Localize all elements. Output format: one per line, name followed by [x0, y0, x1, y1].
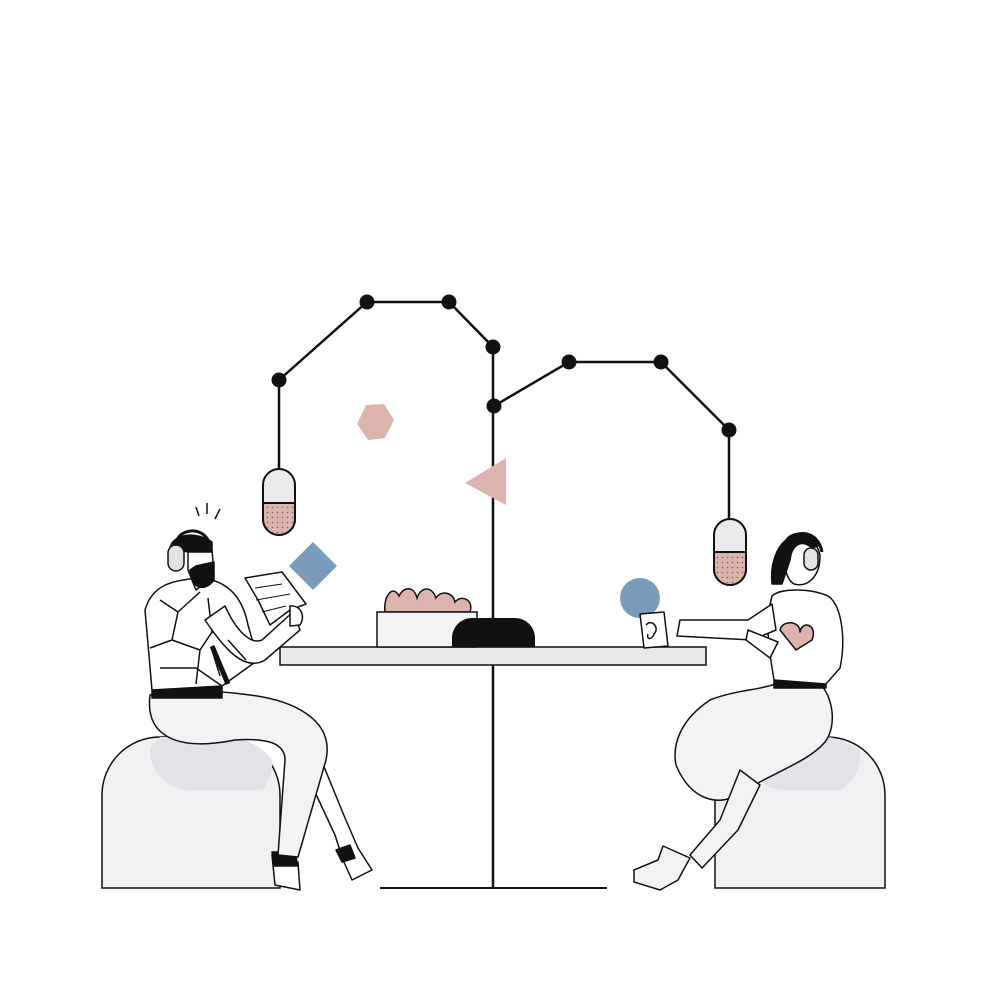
- boom-arm-joints-left: [271, 294, 501, 388]
- right-microphone-icon: [713, 518, 747, 586]
- diamond-shape: [289, 542, 337, 590]
- left-mic-boom-arm: [277, 300, 495, 888]
- table: [279, 646, 707, 666]
- man-character: [144, 503, 373, 891]
- left-microphone-icon: [262, 468, 296, 536]
- left-seat: [101, 736, 281, 889]
- right-mic-boom-arm: [493, 360, 731, 520]
- boom-arm-joints-right: [486, 354, 737, 438]
- speaker-dome: [452, 618, 535, 647]
- circle-shape: [620, 578, 660, 618]
- hexagon-shape: [357, 404, 394, 440]
- triangle-shape: [465, 458, 506, 505]
- woman-character: [633, 532, 844, 891]
